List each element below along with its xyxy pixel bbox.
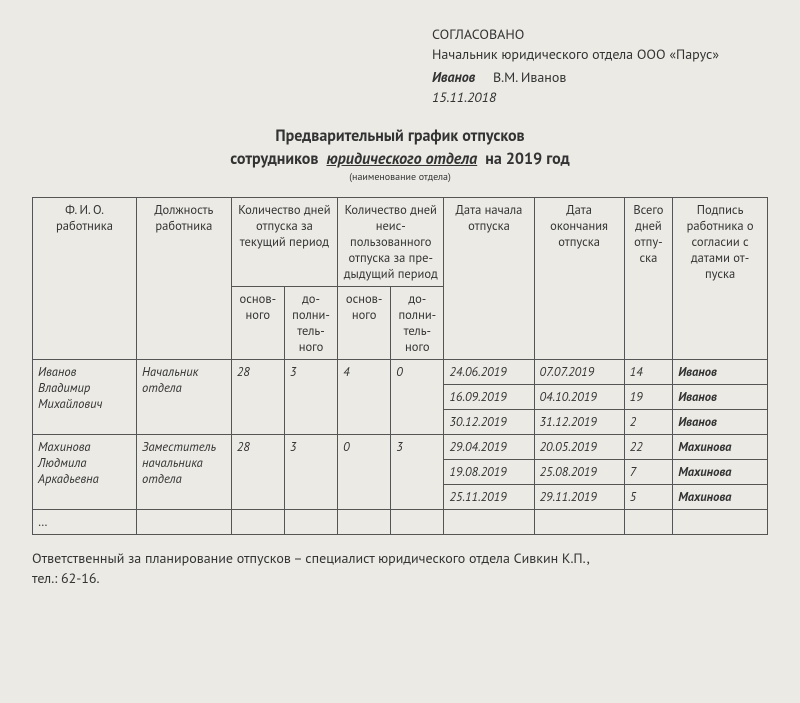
cell-total: 5	[624, 484, 673, 509]
cell-signature: Махинова	[673, 484, 768, 509]
cell-employee-position: Заме­ститель начальника отдела	[137, 434, 232, 509]
col-prev-extra: до­полни­тель­ного	[391, 286, 444, 359]
table-row: Иванов Владимир Михайлович Начальник отд…	[33, 359, 768, 384]
col-end: Дата окончания отпуска	[534, 197, 624, 359]
cell-end: 07.07.2019	[534, 359, 624, 384]
col-position: Должность работника	[137, 197, 232, 359]
cell-total: 14	[624, 359, 673, 384]
cell-cur-main: 28	[231, 434, 284, 509]
cell-employee-name: Махинова Людмила Аркадьевна	[33, 434, 137, 509]
cell-employee-position: Начальник отдела	[137, 359, 232, 434]
footer-line1: Ответственный за планирование отпусков –…	[32, 549, 768, 569]
approval-heading: СОГЛАСОВАНО	[432, 24, 768, 44]
approval-position: Начальник юридического отдела ООО «Парус…	[432, 44, 768, 64]
cell-total: 19	[624, 384, 673, 409]
col-sign: Подпись работника о согласии с датами от…	[673, 197, 768, 359]
title-line2-suffix: на 2019 год	[485, 149, 569, 169]
cell-signature: Иванов	[673, 359, 768, 384]
footer-note: Ответственный за планирование отпусков –…	[32, 549, 768, 588]
col-current-main: основ­ного	[231, 286, 284, 359]
cell-end: 20.05.2019	[534, 434, 624, 459]
table-header: Ф. И. О. работника Должность работника К…	[33, 197, 768, 359]
table-row: Махинова Людмила Аркадьевна Заме­ститель…	[33, 434, 768, 459]
cell-start: 19.08.2019	[444, 459, 534, 484]
cell-end: 31.12.2019	[534, 409, 624, 434]
title-line2-prefix: сотрудников	[230, 149, 318, 169]
cell-end: 29.11.2019	[534, 484, 624, 509]
approval-block: СОГЛАСОВАНО Начальник юридического отдел…	[432, 24, 768, 107]
approval-signature-line: Иванов В.М. Иванов	[432, 67, 768, 87]
cell-signature: Махинова	[673, 459, 768, 484]
col-days-prev: Количество дней неис­пользованного отпус…	[338, 197, 444, 286]
approval-signer-full: В.М. Иванов	[493, 68, 566, 86]
col-start: Дата начала отпуска	[444, 197, 534, 359]
cell-cur-main: 28	[231, 359, 284, 434]
cell-employee-name: Иванов Владимир Михайлович	[33, 359, 137, 434]
title-line1: Предварительный график отпусков	[32, 125, 768, 147]
document-page: СОГЛАСОВАНО Начальник юридического отдел…	[0, 0, 800, 608]
col-total: Все­го дней отпу­ска	[624, 197, 673, 359]
cell-end: 25.08.2019	[534, 459, 624, 484]
vacation-table: Ф. И. О. работника Должность работника К…	[32, 197, 768, 535]
title-dept-caption: (наименование отдела)	[32, 170, 768, 183]
cell-total: 2	[624, 409, 673, 434]
cell-start: 24.06.2019	[444, 359, 534, 384]
col-current-extra: до­полни­тель­ного	[284, 286, 337, 359]
cell-total: 7	[624, 459, 673, 484]
cell-start: 30.12.2019	[444, 409, 534, 434]
cell-signature: Иванов	[673, 384, 768, 409]
cell-end: 04.10.2019	[534, 384, 624, 409]
table-row-ellipsis: …	[33, 509, 768, 534]
cell-start: 16.09.2019	[444, 384, 534, 409]
cell-cur-extra: 3	[284, 434, 337, 509]
cell-cur-extra: 3	[284, 359, 337, 434]
col-prev-main: основ­ного	[338, 286, 391, 359]
cell-start: 29.04.2019	[444, 434, 534, 459]
footer-line2: тел.: 62-16.	[32, 569, 768, 589]
approval-signature: Иванов	[432, 68, 475, 86]
cell-ellipsis: …	[33, 509, 137, 534]
cell-signature: Иванов	[673, 409, 768, 434]
title-line2: сотрудников юридического отдела на 2019 …	[32, 148, 768, 170]
col-name: Ф. И. О. работника	[33, 197, 137, 359]
title-department: юридического отдела	[322, 149, 481, 169]
table-body: Иванов Владимир Михайлович Начальник отд…	[33, 359, 768, 534]
cell-prev-main: 0	[338, 434, 391, 509]
cell-prev-main: 4	[338, 359, 391, 434]
title-block: Предварительный график отпусков сотрудни…	[32, 125, 768, 170]
col-days-current: Количество дней отпуска за текущий перио…	[231, 197, 337, 286]
cell-prev-extra: 3	[391, 434, 444, 509]
approval-date: 15.11.2018	[432, 87, 768, 107]
cell-start: 25.11.2019	[444, 484, 534, 509]
cell-prev-extra: 0	[391, 359, 444, 434]
cell-signature: Махинова	[673, 434, 768, 459]
cell-total: 22	[624, 434, 673, 459]
